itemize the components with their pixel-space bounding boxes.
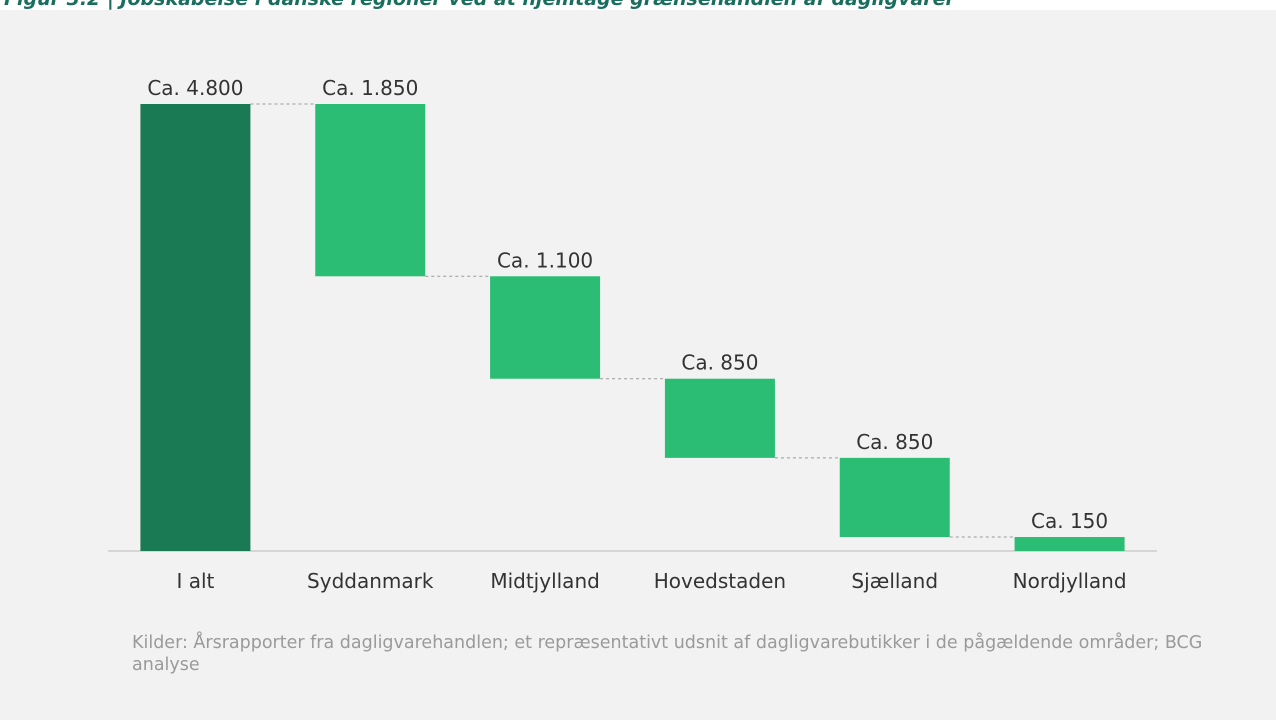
source-note: Kilder: Årsrapporter fra dagligvarehandl…: [132, 633, 1203, 675]
value-label: Ca. 850: [856, 430, 933, 454]
bar: [1014, 537, 1125, 551]
bar: [315, 104, 426, 277]
x-tick-label: Hovedstaden: [654, 569, 786, 593]
value-label: Ca. 850: [681, 351, 758, 375]
bar: [839, 457, 950, 538]
x-tick-label: I alt: [176, 569, 214, 593]
x-tick-label: Syddanmark: [307, 569, 434, 593]
bar: [140, 104, 251, 551]
x-tick-label: Sjælland: [851, 569, 938, 593]
x-tick-label: Nordjylland: [1013, 569, 1127, 593]
bar: [490, 276, 601, 379]
value-label: Ca. 1.100: [497, 248, 593, 272]
value-label: Ca. 4.800: [147, 76, 243, 100]
chart: Ca. 4.800 I alt Ca. 1.850 Syddanmark Ca. 1.1…: [108, 76, 1157, 593]
x-tick-label: Midtjylland: [490, 569, 599, 593]
value-label: Ca. 150: [1031, 509, 1108, 533]
bar: [664, 378, 775, 458]
chart-title: Figur 3.2 | Jobskabelse i danske regione…: [4, 0, 955, 10]
value-label: Ca. 1.850: [322, 76, 418, 100]
